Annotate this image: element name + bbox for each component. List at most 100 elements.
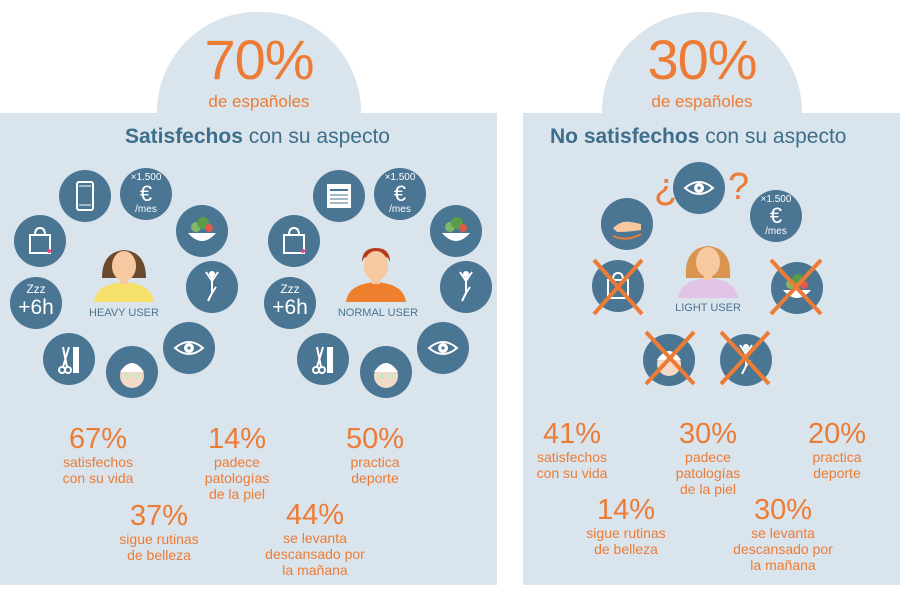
- euro-symbol: €: [393, 181, 407, 206]
- cross-mark-icon: [592, 258, 644, 316]
- heavy-user-avatar: [94, 250, 154, 302]
- money-amount: ×1.500: [760, 194, 792, 205]
- left-heading-bold: Satisfechos: [125, 125, 243, 148]
- stat-percent: 14%: [207, 423, 267, 455]
- face-mask-icon-normal: [360, 346, 412, 398]
- stat-desc-line: satisfechos: [62, 454, 134, 470]
- cross-mark-icon: [644, 330, 696, 386]
- stat-desc-line: satisfechos: [536, 449, 608, 465]
- stat-percent: 67%: [68, 423, 128, 455]
- sleep-z: Zzz: [280, 282, 300, 296]
- stat-desc-line: de belleza: [127, 547, 191, 563]
- salad-bowl-icon-normal: [430, 205, 482, 257]
- stat-desc-line: padece: [685, 449, 731, 465]
- money-amount: ×1.500: [130, 172, 162, 183]
- stat-desc-line: practica: [350, 454, 400, 470]
- stat-percent: 37%: [129, 500, 189, 532]
- right-heading: No satisfechos con su aspecto: [550, 126, 846, 147]
- salad-bowl-icon: [176, 205, 228, 257]
- scissors-comb-icon-normal: [297, 333, 349, 385]
- stat-desc-line: con su vida: [536, 465, 608, 481]
- stat-desc-line: descansado por: [733, 541, 833, 557]
- stat-desc-line: la mañana: [282, 562, 348, 578]
- left-heading-rest: con su aspecto: [242, 125, 390, 148]
- stat-desc-line: sigue rutinas: [586, 525, 666, 541]
- money-icon: ×1.500 € /mes: [120, 168, 172, 220]
- right-heading-bold: No satisfechos: [550, 125, 700, 148]
- stat-percent: 14%: [596, 494, 656, 526]
- left-stat-skin: 14% padece patologías de la piel: [187, 425, 287, 502]
- left-headline-subtitle: de españoles: [208, 92, 310, 111]
- money-unit: /mes: [135, 204, 157, 215]
- left-headline-percent: 70%: [204, 28, 314, 91]
- left-stat-sport: 50% practica deporte: [325, 425, 425, 486]
- stat-desc-line: practica: [812, 449, 862, 465]
- stat-desc-line: de belleza: [594, 541, 658, 557]
- stat-desc-line: patologías: [675, 465, 741, 481]
- scissors-comb-icon: [43, 333, 95, 385]
- sleep-hours: +6h: [18, 296, 54, 319]
- money-icon-normal: ×1.500 € /mes: [374, 168, 426, 220]
- stat-percent: 50%: [345, 423, 405, 455]
- stat-desc-line: se levanta: [751, 525, 815, 541]
- cross-mark-icon: [719, 330, 771, 386]
- euro-symbol: €: [139, 181, 153, 206]
- left-stat-rested: 44% se levanta descansado por la mañana: [250, 501, 380, 578]
- light-user-avatar: [678, 246, 738, 298]
- sleep-hours: +6h: [272, 296, 308, 319]
- sleep-z: Zzz: [26, 282, 46, 296]
- stat-desc-line: patologías: [204, 470, 270, 486]
- stat-desc-line: se levanta: [283, 530, 347, 546]
- right-stat-skin: 30% padece patologías de la piel: [658, 420, 758, 497]
- left-stat-life-satisfaction: 67% satisfechos con su vida: [48, 425, 148, 486]
- normal-user-label: NORMAL USER: [337, 307, 419, 319]
- stat-percent: 20%: [807, 418, 867, 450]
- left-stat-beauty: 37% sigue rutinas de belleza: [104, 502, 214, 563]
- smartphone-icon: [59, 170, 111, 222]
- sleep-icon: Zzz +6h: [10, 277, 62, 329]
- right-stat-rested: 30% se levanta descansado por la mañana: [718, 496, 848, 573]
- question-close-mark: ?: [728, 166, 750, 208]
- euro-symbol: €: [769, 203, 783, 228]
- right-headline-subtitle: de españoles: [651, 92, 753, 111]
- money-amount: ×1.500: [384, 172, 416, 183]
- stat-desc-line: deporte: [351, 470, 399, 486]
- stat-desc-line: padece: [214, 454, 260, 470]
- right-heading-rest: con su aspecto: [699, 125, 847, 148]
- money-unit: /mes: [765, 226, 787, 237]
- cross-mark-icon: [769, 258, 823, 316]
- shopping-bag-icon: [14, 215, 66, 267]
- newspaper-icon: [313, 170, 365, 222]
- eye-icon-normal: [417, 322, 469, 374]
- money-unit: /mes: [389, 204, 411, 215]
- yoga-icon-normal: [440, 261, 492, 313]
- right-stat-sport: 20% practica deporte: [787, 420, 887, 481]
- hand-cream-icon: [601, 198, 653, 250]
- shopping-bag-icon-normal: [268, 215, 320, 267]
- face-mask-icon: [106, 346, 158, 398]
- stat-desc-line: descansado por: [265, 546, 365, 562]
- stat-desc-line: deporte: [813, 465, 861, 481]
- stat-desc-line: sigue rutinas: [119, 531, 199, 547]
- stat-desc-line: con su vida: [62, 470, 134, 486]
- question-open-mark: ¿: [654, 166, 678, 208]
- stat-percent: 30%: [678, 418, 738, 450]
- normal-user-avatar: [346, 248, 406, 302]
- stat-percent: 41%: [542, 418, 602, 450]
- light-user-label: LIGHT USER: [675, 302, 741, 314]
- stat-percent: 30%: [753, 494, 813, 526]
- stat-desc-line: de la piel: [208, 486, 266, 502]
- stat-percent: 44%: [285, 499, 345, 531]
- yoga-icon: [186, 261, 238, 313]
- left-heading: Satisfechos con su aspecto: [125, 126, 390, 147]
- right-headline-percent: 30%: [647, 28, 757, 91]
- stat-desc-line: la mañana: [750, 557, 816, 573]
- right-stat-beauty: 14% sigue rutinas de belleza: [571, 496, 681, 557]
- sleep-icon-normal: Zzz +6h: [264, 277, 316, 329]
- eye-icon-light: [673, 162, 725, 214]
- eye-icon: [163, 322, 215, 374]
- right-stat-life-satisfaction: 41% satisfechos con su vida: [522, 420, 622, 481]
- heavy-user-label: HEAVY USER: [89, 307, 159, 319]
- money-icon-light: ×1.500 € /mes: [750, 190, 802, 242]
- stat-desc-line: de la piel: [679, 481, 737, 497]
